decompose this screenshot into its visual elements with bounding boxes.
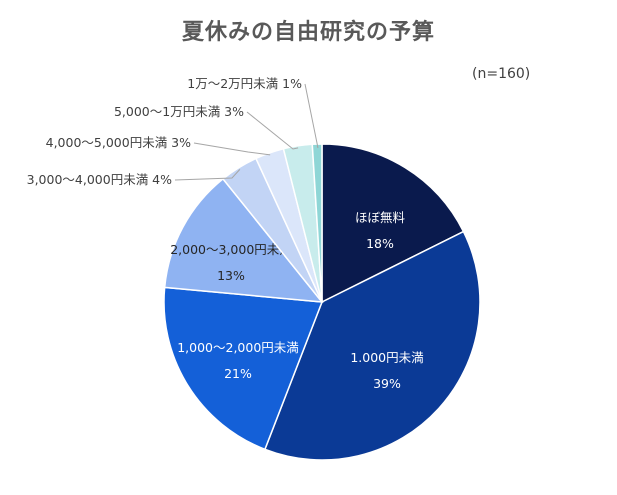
slice-label: 3,000〜4,000円未満 4% (27, 172, 172, 187)
slice-label: 4,000〜5,000円未満 3% (46, 135, 191, 150)
slice-percent-label: 21% (224, 366, 252, 381)
slice-label: ほぼ無料 (355, 210, 406, 225)
slice-percent-label: 18% (366, 236, 394, 251)
leader-line (193, 142, 271, 156)
slice-percent-label: 39% (373, 376, 401, 391)
slice-label: 5,000〜1万円未満 3% (114, 104, 244, 119)
slice-label: 1万〜2万円未満 1% (187, 76, 302, 91)
slice-percent-label: 13% (217, 268, 245, 283)
slice-label: 1,000〜2,000円未満 (177, 340, 299, 355)
leader-line (304, 83, 319, 149)
sample-size-note: (n=160) (472, 66, 531, 82)
slice-label: 2,000〜3,000円未満 (170, 242, 292, 257)
leader-line (174, 169, 241, 181)
pie-slice (321, 143, 465, 304)
pie-slice (263, 230, 481, 461)
chart-title: 夏休みの自由研究の予算 (181, 20, 435, 45)
pie-slice (163, 286, 324, 451)
slice-label: 1.000円未満 (350, 350, 423, 365)
pie-slice (163, 177, 324, 303)
leader-line (246, 111, 299, 150)
